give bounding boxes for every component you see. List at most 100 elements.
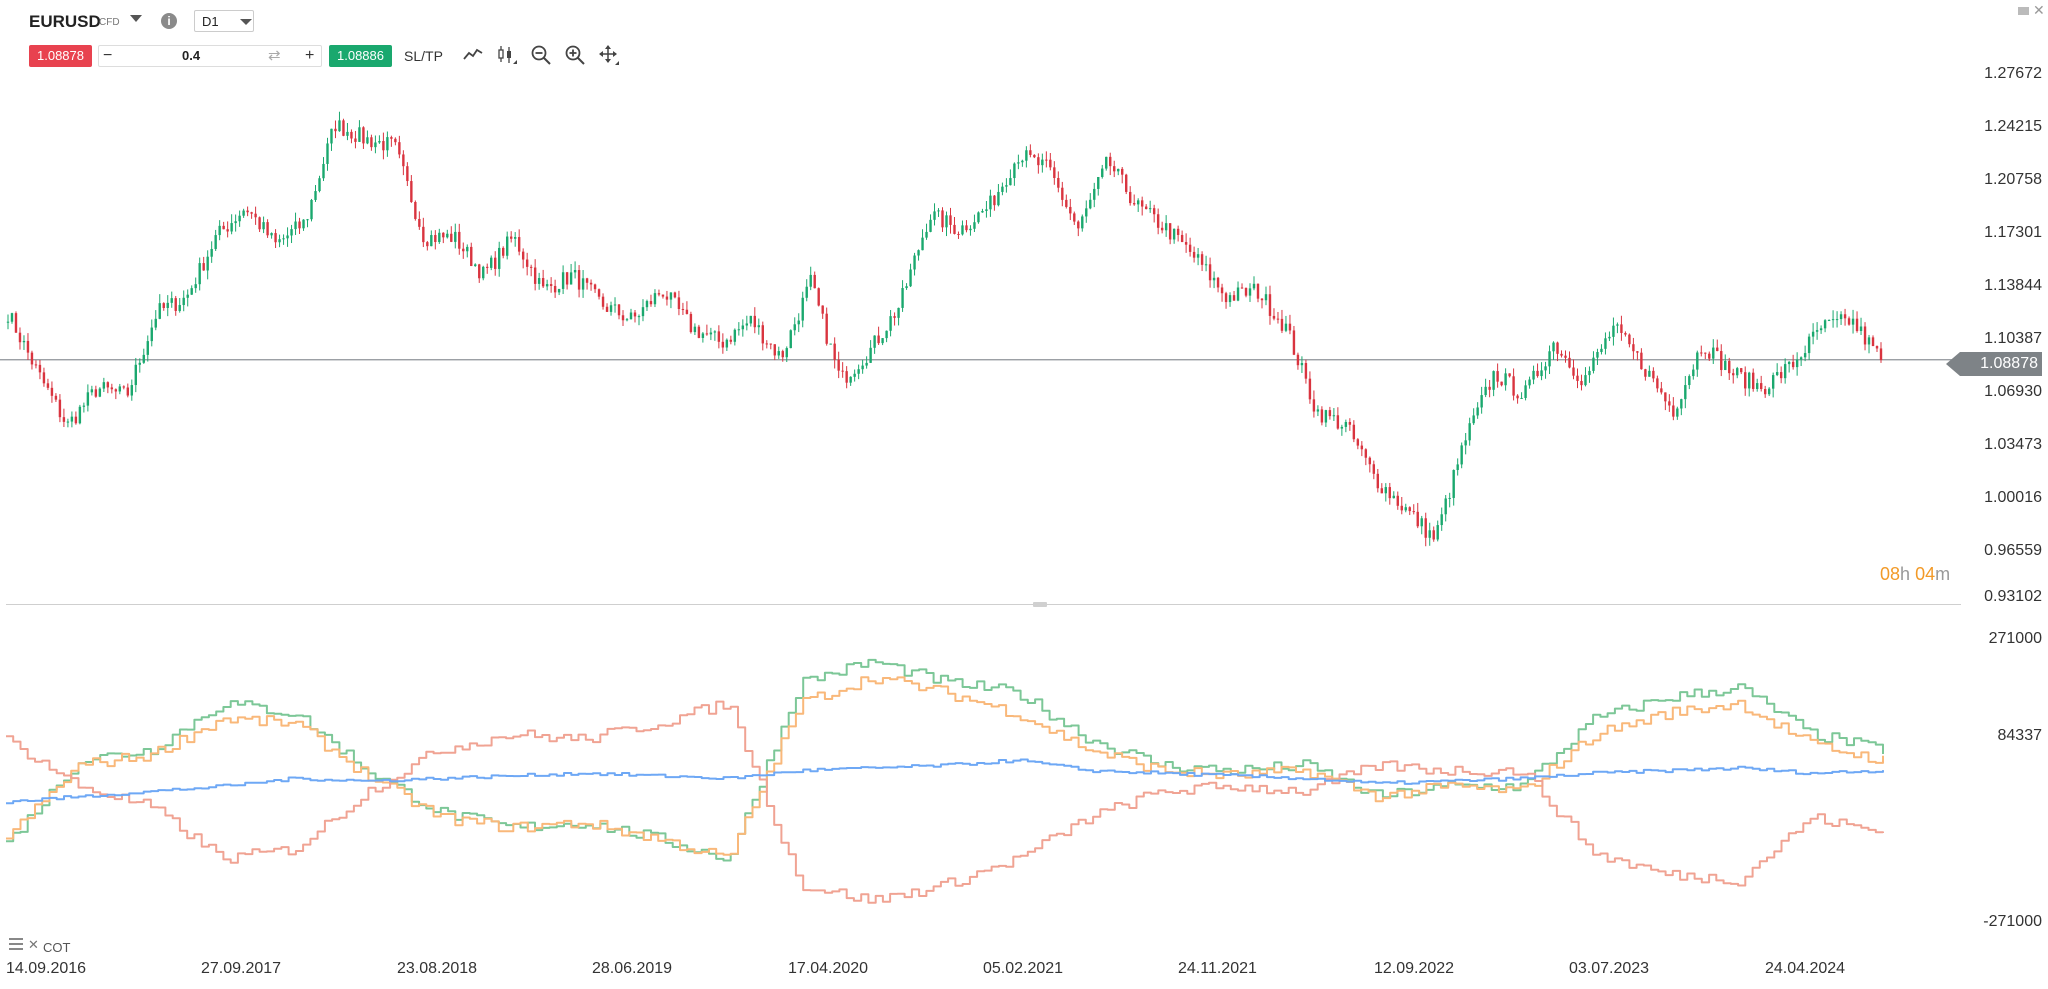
- candle: [458, 223, 461, 255]
- candle: [653, 289, 657, 308]
- candle: [1500, 381, 1503, 387]
- candle: [1588, 366, 1591, 383]
- candle: [1049, 153, 1052, 171]
- price-axis-label: 1.06930: [1984, 383, 2042, 400]
- candlestick-icon[interactable]: [496, 44, 518, 66]
- symbol-dropdown-icon[interactable]: [130, 15, 142, 22]
- price-axis-label: 0.93102: [1984, 588, 2042, 605]
- candle: [649, 294, 653, 307]
- date-axis-label: 12.09.2022: [1374, 960, 1455, 977]
- line-chart-icon[interactable]: [462, 44, 484, 66]
- candle: [1859, 317, 1863, 335]
- candle: [1716, 339, 1719, 352]
- candle: [1807, 333, 1811, 361]
- quantity-stepper[interactable]: [98, 45, 322, 67]
- candle: [1176, 225, 1180, 242]
- info-icon[interactable]: i: [161, 13, 177, 29]
- sltp-button[interactable]: SL/TP: [404, 48, 443, 64]
- zoom-in-icon[interactable]: [564, 44, 586, 66]
- candle: [993, 195, 996, 211]
- candle: [406, 162, 409, 187]
- candle: [1392, 491, 1395, 499]
- indicator-close-icon[interactable]: ✕: [28, 937, 39, 952]
- candle: [1448, 492, 1451, 508]
- cot-indicator-chart[interactable]: [0, 612, 1965, 942]
- zoom-out-icon[interactable]: [530, 44, 552, 66]
- candle: [146, 335, 149, 362]
- candle: [302, 219, 305, 231]
- candle: [1520, 392, 1523, 399]
- candle: [206, 250, 209, 280]
- candle: [933, 203, 936, 226]
- candle: [502, 246, 505, 259]
- candle: [1580, 374, 1583, 391]
- candle: [1013, 162, 1016, 186]
- candle: [1372, 460, 1376, 480]
- candle: [262, 216, 265, 234]
- candle: [270, 232, 273, 239]
- candle: [913, 252, 916, 276]
- candle: [857, 364, 860, 380]
- candle: [1616, 322, 1619, 334]
- candle: [318, 175, 321, 193]
- timeframe-select[interactable]: D1: [194, 10, 254, 32]
- pane-divider[interactable]: [6, 604, 1961, 605]
- candle: [246, 206, 249, 217]
- pane-resize-handle[interactable]: [1033, 602, 1047, 607]
- candle: [1101, 164, 1104, 179]
- sync-icon[interactable]: ⇄: [268, 47, 281, 64]
- symbol-name[interactable]: EURUSD: [29, 12, 101, 31]
- indicator-menu-icon[interactable]: [9, 938, 23, 950]
- close-icon[interactable]: ✕: [2033, 2, 2045, 18]
- candle: [490, 255, 493, 271]
- minimize-icon[interactable]: [2018, 7, 2029, 15]
- candle: [1105, 156, 1108, 171]
- candle: [917, 249, 920, 261]
- candle: [801, 291, 804, 328]
- chevron-down-icon[interactable]: [240, 19, 252, 25]
- candle: [769, 343, 772, 350]
- candle: [1368, 456, 1372, 473]
- price-chart[interactable]: [0, 60, 1965, 605]
- candle: [1288, 314, 1292, 335]
- candle: [737, 322, 741, 336]
- candle: [1432, 526, 1435, 542]
- candle: [537, 272, 541, 290]
- candle: [1464, 433, 1467, 455]
- candle: [945, 211, 948, 237]
- candle: [937, 208, 940, 217]
- candle: [1684, 375, 1687, 409]
- candle: [549, 277, 553, 293]
- move-icon[interactable]: [598, 44, 620, 66]
- candle: [466, 244, 469, 258]
- candle: [438, 228, 441, 244]
- candle: [1420, 515, 1423, 535]
- candle: [102, 377, 106, 392]
- candle: [1468, 417, 1471, 446]
- candle: [354, 130, 357, 149]
- quantity-plus-button[interactable]: +: [305, 47, 315, 64]
- candle: [470, 242, 473, 267]
- candle: [825, 307, 828, 346]
- candle: [258, 216, 261, 233]
- sell-button[interactable]: 1.08878: [29, 45, 92, 67]
- candle: [10, 312, 14, 324]
- buy-button[interactable]: 1.08886: [329, 45, 392, 67]
- candle: [1184, 233, 1188, 253]
- candle: [533, 259, 537, 291]
- countdown-hours-unit: h: [1900, 564, 1911, 584]
- candle: [242, 208, 245, 218]
- quantity-input[interactable]: 0.4: [182, 48, 201, 63]
- candle: [613, 297, 617, 313]
- candle: [1400, 496, 1403, 515]
- candle: [897, 307, 900, 326]
- candle: [198, 257, 201, 291]
- candle: [1021, 159, 1024, 167]
- candle: [1320, 406, 1324, 426]
- price-axis-label: 1.17301: [1984, 224, 2042, 241]
- quantity-minus-button[interactable]: −: [103, 47, 113, 64]
- candle: [1676, 406, 1679, 420]
- candle: [1456, 458, 1459, 476]
- candle: [1384, 483, 1387, 502]
- candle: [1759, 375, 1763, 392]
